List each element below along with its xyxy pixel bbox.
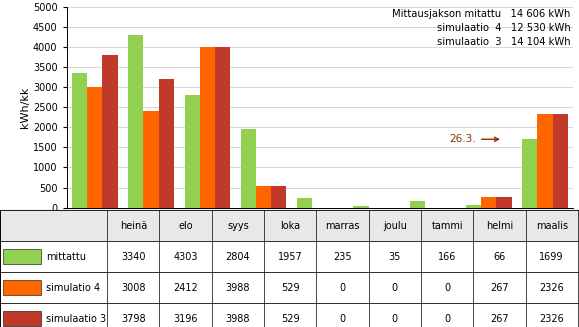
Text: elo: elo — [178, 220, 193, 231]
Text: 0: 0 — [392, 283, 398, 293]
Text: simulatio 4: simulatio 4 — [46, 283, 100, 293]
Bar — [496, 197, 512, 208]
Text: 3798: 3798 — [121, 314, 145, 324]
Text: 3008: 3008 — [121, 283, 145, 293]
Text: 2326: 2326 — [539, 314, 564, 324]
Bar — [241, 129, 256, 208]
Text: 66: 66 — [493, 251, 505, 262]
Text: joulu: joulu — [383, 220, 406, 231]
Text: 529: 529 — [281, 283, 299, 293]
Bar — [553, 114, 568, 208]
Text: mittattu: mittattu — [46, 251, 86, 262]
Text: 3988: 3988 — [226, 314, 250, 324]
Text: 267: 267 — [490, 314, 509, 324]
Bar — [3, 281, 41, 295]
Text: syys: syys — [227, 220, 249, 231]
Bar — [466, 205, 481, 208]
Bar — [271, 186, 287, 208]
Text: 3340: 3340 — [121, 251, 145, 262]
Bar — [3, 312, 41, 326]
Text: maalis: maalis — [536, 220, 568, 231]
Bar — [481, 197, 496, 208]
Text: 166: 166 — [438, 251, 456, 262]
Text: Mittausjakson mitattu   14 606 kWh
        simulaatio  4   12 530 kWh
        si: Mittausjakson mitattu 14 606 kWh simulaa… — [393, 9, 571, 47]
Text: simulaatio 3: simulaatio 3 — [46, 314, 106, 324]
Bar — [185, 95, 200, 208]
Bar — [410, 201, 425, 208]
Text: 26.3.: 26.3. — [449, 134, 499, 144]
Bar — [200, 47, 215, 208]
Text: 529: 529 — [281, 314, 299, 324]
Bar — [102, 55, 118, 208]
Bar — [215, 47, 230, 208]
Bar — [128, 35, 144, 208]
Bar — [87, 87, 102, 208]
Text: 0: 0 — [339, 314, 346, 324]
Text: 0: 0 — [444, 283, 450, 293]
Text: 0: 0 — [392, 314, 398, 324]
Bar — [3, 250, 41, 264]
Bar — [72, 73, 87, 208]
Bar — [522, 139, 537, 208]
Text: 2326: 2326 — [539, 283, 564, 293]
Text: 0: 0 — [444, 314, 450, 324]
Text: heinä: heinä — [120, 220, 147, 231]
Text: 0: 0 — [339, 283, 346, 293]
Bar — [537, 114, 553, 208]
Text: loka: loka — [280, 220, 301, 231]
Text: 2804: 2804 — [226, 251, 250, 262]
Bar — [297, 198, 312, 208]
Text: 1699: 1699 — [540, 251, 564, 262]
Bar — [159, 79, 174, 208]
Bar — [256, 186, 271, 208]
Text: 3196: 3196 — [173, 314, 198, 324]
Bar — [353, 206, 369, 208]
Text: 235: 235 — [333, 251, 352, 262]
Y-axis label: kWh/kk: kWh/kk — [20, 86, 30, 128]
Text: 2412: 2412 — [173, 283, 198, 293]
Text: 3988: 3988 — [226, 283, 250, 293]
Text: 267: 267 — [490, 283, 509, 293]
Text: 1957: 1957 — [278, 251, 303, 262]
Text: marras: marras — [325, 220, 360, 231]
Bar — [144, 111, 159, 208]
Text: 4303: 4303 — [173, 251, 198, 262]
Text: 35: 35 — [389, 251, 401, 262]
Text: helmi: helmi — [486, 220, 513, 231]
Text: tammi: tammi — [431, 220, 463, 231]
